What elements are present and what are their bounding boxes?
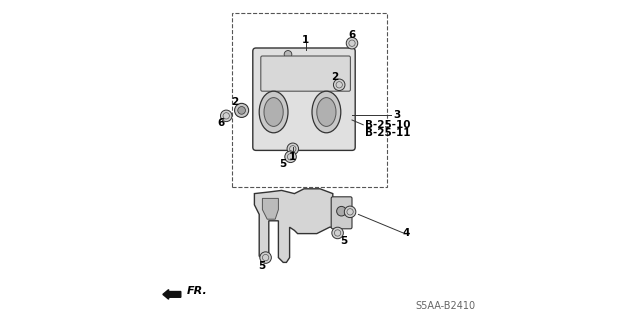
Text: 1: 1 [289, 152, 296, 162]
Ellipse shape [235, 103, 248, 117]
Text: 6: 6 [218, 118, 225, 128]
Polygon shape [254, 189, 349, 262]
Ellipse shape [275, 60, 282, 68]
Text: 2: 2 [331, 72, 338, 82]
Ellipse shape [344, 206, 356, 218]
Text: 3: 3 [394, 110, 401, 120]
FancyBboxPatch shape [261, 56, 351, 91]
Ellipse shape [238, 107, 246, 114]
FancyBboxPatch shape [332, 197, 352, 229]
Ellipse shape [220, 110, 232, 122]
Ellipse shape [312, 91, 340, 133]
Text: FR.: FR. [187, 286, 208, 296]
Text: 5: 5 [258, 261, 266, 271]
Ellipse shape [284, 70, 292, 77]
Text: 2: 2 [232, 97, 239, 108]
Ellipse shape [294, 60, 301, 68]
Polygon shape [262, 198, 278, 219]
Ellipse shape [333, 79, 345, 91]
Ellipse shape [259, 91, 288, 133]
Bar [232, 13, 387, 187]
Text: 5: 5 [340, 236, 347, 246]
Ellipse shape [287, 143, 298, 155]
Ellipse shape [337, 206, 346, 216]
Text: 4: 4 [403, 228, 410, 238]
Ellipse shape [346, 37, 358, 49]
Ellipse shape [285, 151, 296, 163]
Ellipse shape [332, 227, 344, 239]
Ellipse shape [263, 77, 275, 89]
Ellipse shape [264, 98, 284, 126]
Text: S5AA-B2410: S5AA-B2410 [415, 301, 475, 311]
Ellipse shape [260, 252, 271, 263]
Text: 5: 5 [280, 159, 287, 169]
Ellipse shape [317, 98, 336, 126]
FancyArrow shape [163, 290, 181, 299]
Text: B-25-11: B-25-11 [365, 128, 410, 138]
Text: 1: 1 [302, 35, 309, 45]
Ellipse shape [284, 51, 292, 58]
FancyBboxPatch shape [253, 48, 355, 150]
Ellipse shape [278, 79, 285, 87]
Text: B-25-10: B-25-10 [365, 120, 410, 130]
Text: 6: 6 [348, 30, 356, 40]
